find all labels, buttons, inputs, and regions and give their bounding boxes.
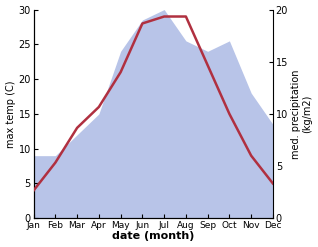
Y-axis label: max temp (C): max temp (C) (5, 80, 16, 148)
X-axis label: date (month): date (month) (112, 231, 194, 242)
Y-axis label: med. precipitation
(kg/m2): med. precipitation (kg/m2) (291, 69, 313, 159)
